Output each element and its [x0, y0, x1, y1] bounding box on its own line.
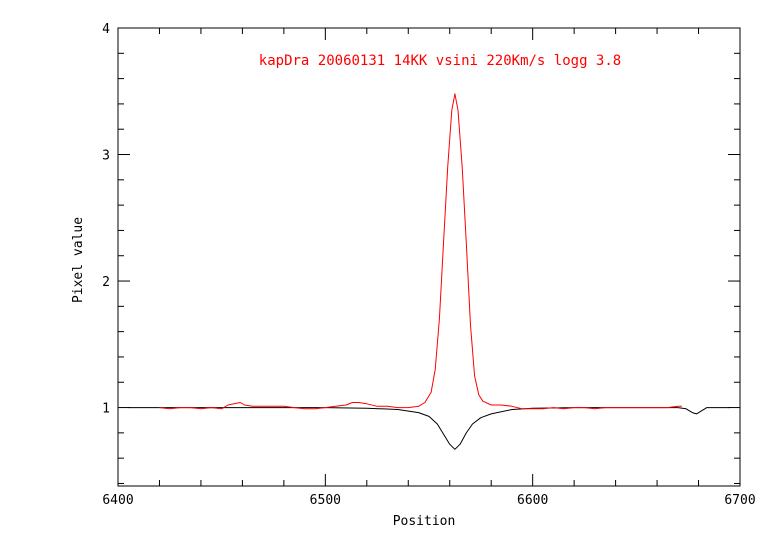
chart-title: kapDra 20060131 14KK vsini 220Km/s logg …: [259, 53, 621, 69]
series-line-model: [128, 407, 730, 450]
y-tick-label: 2: [102, 275, 110, 290]
y-axis-label: Pixel value: [71, 217, 86, 303]
x-axis-label: Position: [393, 514, 456, 529]
x-tick-label: 6400: [102, 493, 133, 508]
y-tick-label: 3: [102, 149, 110, 164]
y-tick-label: 4: [102, 22, 110, 37]
x-tick-label: 6700: [724, 493, 755, 508]
plot-frame: [117, 27, 741, 487]
x-tick-label: 6600: [517, 493, 548, 508]
series-line-observed: [159, 93, 682, 410]
x-tick-label: 6500: [310, 493, 341, 508]
y-tick-label: 1: [102, 402, 110, 417]
